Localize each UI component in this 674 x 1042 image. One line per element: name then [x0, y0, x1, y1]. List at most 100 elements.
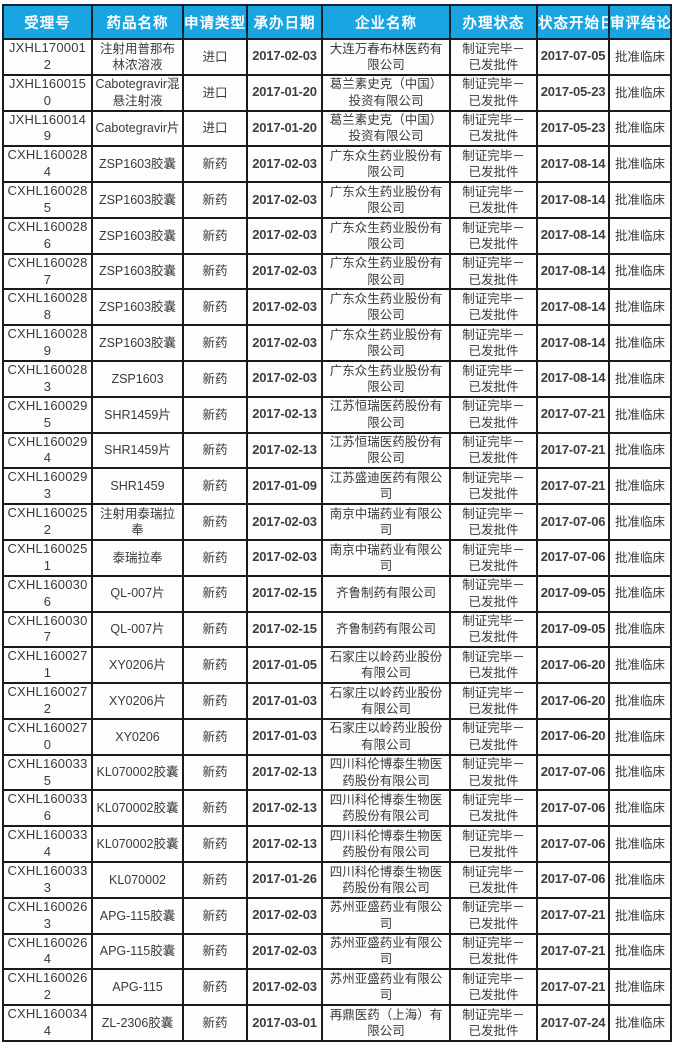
cell-processing-status: 制证完毕－ 已发批件 [449, 181, 538, 219]
cell-review-conclusion: 批准临床 [608, 682, 672, 720]
cell-acceptance-date: 2017-01-20 [246, 73, 323, 112]
column-header-acceptance-date: 承办日期 [246, 4, 323, 40]
cell-processing-status: 制证完毕－ 已发批件 [449, 467, 538, 506]
table-row: CXHL1600251 泰瑞拉奉 新药 2017-02-03 南京中瑞药业有限公司 制证完… [2, 538, 672, 577]
table-row: CXHL1600264 APG-115胶囊 新药 2017-02-03 苏州亚盛药业有限… [2, 932, 672, 971]
cell-review-conclusion: 批准临床 [608, 610, 672, 649]
cell-status-start-date: 2017-07-06 [536, 860, 610, 899]
cell-application-type: 新药 [182, 968, 248, 1007]
cell-drug-name: KL070002胶囊 [91, 789, 184, 828]
cell-application-type: 新药 [182, 825, 248, 863]
cell-application-type: 新药 [182, 252, 248, 291]
cell-processing-status: 制证完毕－ 已发批件 [449, 896, 538, 935]
cell-status-start-date: 2017-09-05 [536, 610, 610, 649]
column-header-status-start-date: 状态开始日 [536, 4, 610, 40]
cell-status-start-date: 2017-07-06 [536, 753, 610, 792]
cell-application-type: 新药 [182, 467, 248, 506]
table-row: CXHL1600295 SHR1459片 新药 2017-02-13 江苏恒瑞医药股份有… [2, 395, 672, 434]
cell-application-type: 进口 [182, 38, 248, 76]
cell-drug-name: QL-007片 [91, 574, 184, 613]
cell-drug-name: SHR1459片 [91, 395, 184, 434]
cell-drug-name: APG-115胶囊 [91, 896, 184, 935]
cell-company-name: 广东众生药业股份有限公司 [321, 324, 451, 363]
cell-company-name: 广东众生药业股份有限公司 [321, 288, 451, 327]
cell-acceptance-number: CXHL1600286 [2, 216, 93, 255]
cell-company-name: 齐鲁制药有限公司 [321, 610, 451, 649]
cell-drug-name: APG-115胶囊 [91, 932, 184, 971]
cell-company-name: 四川科伦博泰生物医药股份有限公司 [321, 825, 451, 863]
table-row: CXHL1600272 XY0206片 新药 2017-01-03 石家庄以岭药业股份有… [2, 682, 672, 720]
cell-processing-status: 制证完毕－ 已发批件 [449, 789, 538, 828]
table-row: CXHL1600336 KL070002胶囊 新药 2017-02-13 四川科伦博泰生… [2, 789, 672, 828]
cell-application-type: 新药 [182, 717, 248, 756]
cell-acceptance-date: 2017-02-03 [246, 38, 323, 76]
cell-status-start-date: 2017-07-06 [536, 789, 610, 828]
cell-application-type: 进口 [182, 109, 248, 148]
cell-processing-status: 制证完毕－ 已发批件 [449, 968, 538, 1007]
cell-acceptance-date: 2017-02-13 [246, 395, 323, 434]
table-row: CXHL1600289 ZSP1603胶囊 新药 2017-02-03 广东众生药业股份… [2, 324, 672, 363]
cell-acceptance-number: CXHL1600264 [2, 932, 93, 971]
cell-company-name: 江苏恒瑞医药股份有限公司 [321, 431, 451, 470]
cell-acceptance-number: CXHL1600262 [2, 968, 93, 1007]
cell-application-type: 新药 [182, 610, 248, 649]
cell-acceptance-date: 2017-02-03 [246, 216, 323, 255]
cell-acceptance-number: CXHL1600272 [2, 682, 93, 720]
cell-acceptance-date: 2017-02-13 [246, 431, 323, 470]
cell-application-type: 进口 [182, 73, 248, 112]
cell-drug-name: XY0206片 [91, 646, 184, 685]
cell-application-type: 新药 [182, 216, 248, 255]
cell-status-start-date: 2017-08-14 [536, 181, 610, 219]
cell-status-start-date: 2017-07-21 [536, 431, 610, 470]
table-row: CXHL1600344 ZL-2306胶囊 新药 2017-03-01 再鼎医药（上海）… [2, 1004, 672, 1042]
column-header-company-name: 企业名称 [321, 4, 451, 40]
cell-drug-name: QL-007片 [91, 610, 184, 649]
cell-status-start-date: 2017-07-05 [536, 38, 610, 76]
cell-review-conclusion: 批准临床 [608, 288, 672, 327]
cell-company-name: 四川科伦博泰生物医药股份有限公司 [321, 789, 451, 828]
cell-drug-name: KL070002 [91, 860, 184, 899]
table-row: CXHL1600263 APG-115胶囊 新药 2017-02-03 苏州亚盛药业有限… [2, 896, 672, 935]
cell-application-type: 新药 [182, 503, 248, 541]
cell-acceptance-number: JXHL1700012 [2, 38, 93, 76]
cell-acceptance-date: 2017-02-03 [246, 932, 323, 971]
cell-acceptance-number: CXHL1600285 [2, 181, 93, 219]
cell-review-conclusion: 批准临床 [608, 145, 672, 184]
cell-acceptance-number: CXHL1600289 [2, 324, 93, 363]
cell-acceptance-number: CXHL1600263 [2, 896, 93, 935]
cell-status-start-date: 2017-07-06 [536, 825, 610, 863]
table-row: CXHL1600287 ZSP1603胶囊 新药 2017-02-03 广东众生药业股份… [2, 252, 672, 291]
cell-review-conclusion: 批准临床 [608, 932, 672, 971]
cell-application-type: 新药 [182, 932, 248, 971]
cell-drug-name: SHR1459片 [91, 431, 184, 470]
cell-acceptance-number: CXHL1600271 [2, 646, 93, 685]
cell-company-name: 江苏恒瑞医药股份有限公司 [321, 395, 451, 434]
table-body: JXHL1700012 注射用普那布林浓溶液 进口 2017-02-03 大连万春布林医… [2, 38, 672, 1042]
cell-review-conclusion: 批准临床 [608, 109, 672, 148]
table-row: CXHL1600270 XY0206 新药 2017-01-03 石家庄以岭药业股份有限… [2, 717, 672, 756]
cell-review-conclusion: 批准临床 [608, 431, 672, 470]
cell-company-name: 石家庄以岭药业股份有限公司 [321, 682, 451, 720]
cell-application-type: 新药 [182, 395, 248, 434]
cell-acceptance-number: CXHL1600270 [2, 717, 93, 756]
cell-acceptance-date: 2017-02-15 [246, 610, 323, 649]
cell-status-start-date: 2017-07-21 [536, 896, 610, 935]
cell-drug-name: ZSP1603 [91, 360, 184, 398]
cell-acceptance-date: 2017-01-03 [246, 717, 323, 756]
cell-acceptance-number: CXHL1600307 [2, 610, 93, 649]
cell-acceptance-date: 2017-02-03 [246, 181, 323, 219]
cell-company-name: 南京中瑞药业有限公司 [321, 538, 451, 577]
cell-application-type: 新药 [182, 896, 248, 935]
table-row: CXHL1600271 XY0206片 新药 2017-01-05 石家庄以岭药业股份有… [2, 646, 672, 685]
cell-acceptance-date: 2017-02-13 [246, 789, 323, 828]
cell-drug-name: ZSP1603胶囊 [91, 145, 184, 184]
cell-application-type: 新药 [182, 646, 248, 685]
cell-review-conclusion: 批准临床 [608, 467, 672, 506]
cell-application-type: 新药 [182, 145, 248, 184]
cell-status-start-date: 2017-08-14 [536, 216, 610, 255]
cell-company-name: 四川科伦博泰生物医药股份有限公司 [321, 860, 451, 899]
cell-drug-name: ZSP1603胶囊 [91, 181, 184, 219]
cell-company-name: 南京中瑞药业有限公司 [321, 503, 451, 541]
cell-drug-name: Cabotegravir混悬注射液 [91, 73, 184, 112]
cell-review-conclusion: 批准临床 [608, 38, 672, 76]
